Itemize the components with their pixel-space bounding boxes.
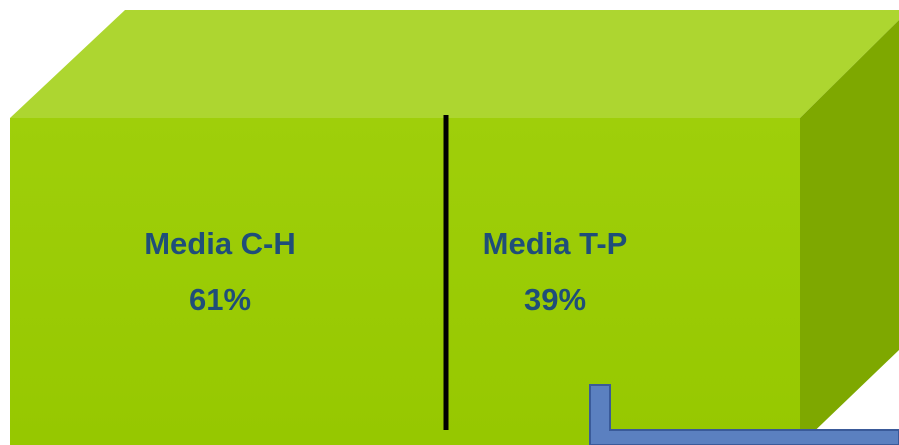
box-side [800, 20, 899, 445]
section-share: 39% [524, 282, 586, 317]
connector-arrow [589, 384, 899, 445]
section-label: Media C-H [144, 226, 296, 261]
box-front [10, 118, 800, 445]
box-top [10, 10, 899, 118]
section-label: Media T-P [483, 226, 628, 261]
section-share: 61% [189, 282, 251, 317]
